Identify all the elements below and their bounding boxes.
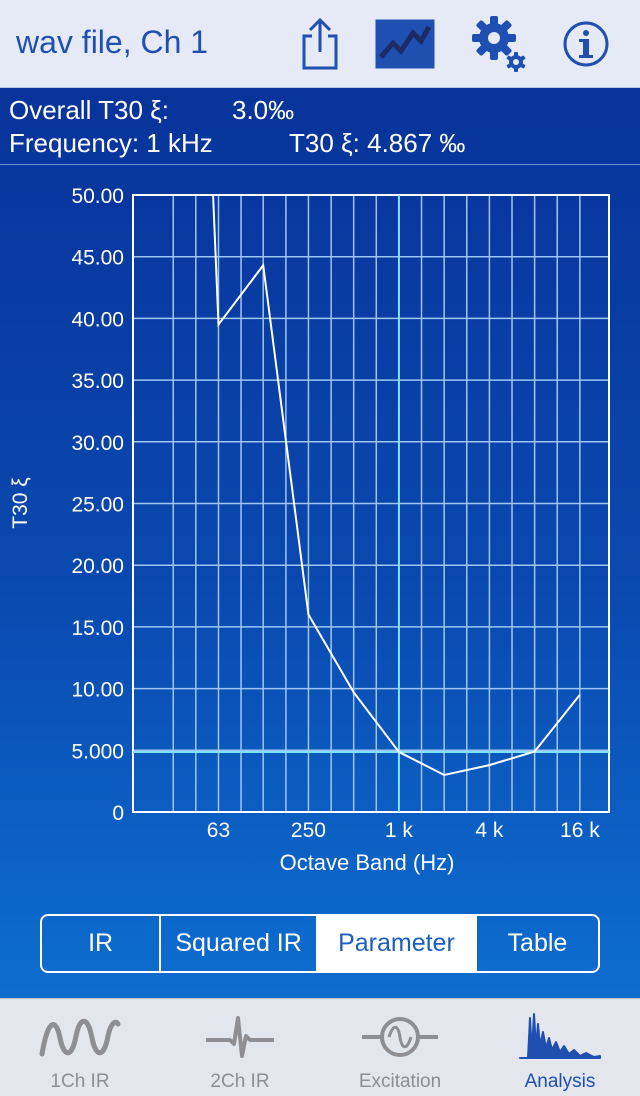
y-tick-label: 30.00 bbox=[71, 432, 124, 455]
overall-t30-label: Overall T30 ξ: bbox=[9, 95, 169, 125]
y-tick-label: 5.000 bbox=[71, 740, 124, 763]
tab-excitation[interactable]: Excitation bbox=[320, 999, 480, 1096]
x-tick-label: 63 bbox=[207, 819, 230, 842]
tab-analysis[interactable]: Analysis bbox=[480, 999, 640, 1096]
pulse-icon bbox=[206, 1016, 274, 1058]
segment-table[interactable]: Table bbox=[507, 929, 568, 957]
tab-1ch-ir[interactable]: 1Ch IR bbox=[0, 999, 160, 1096]
overall-t30-value: 3.0‰ bbox=[232, 95, 295, 125]
graph-view-icon bbox=[375, 19, 435, 69]
y-tick-label: 35.00 bbox=[71, 370, 124, 393]
settings-button[interactable] bbox=[470, 14, 530, 74]
y-tick-label: 15.00 bbox=[71, 617, 124, 640]
wave-icon bbox=[39, 1018, 121, 1057]
series-line bbox=[212, 194, 581, 777]
analysis-panel: Overall T30 ξ: 3.0‰ Frequency: 1 kHz T30… bbox=[0, 88, 640, 998]
y-tick-label: 50.00 bbox=[71, 185, 124, 208]
sine-generator-icon bbox=[362, 1017, 438, 1057]
y-tick-label: 25.00 bbox=[71, 494, 124, 517]
info-icon bbox=[563, 21, 609, 67]
y-tick-label: 40.00 bbox=[71, 308, 124, 331]
segment-ir[interactable]: IR bbox=[42, 916, 162, 971]
segment-parameter[interactable]: Parameter bbox=[318, 916, 477, 971]
segment-squared-ir[interactable]: Squared IR bbox=[161, 916, 319, 971]
tab-label: Analysis bbox=[524, 1071, 596, 1092]
graph-view-button[interactable] bbox=[375, 14, 435, 74]
t30-readout: T30 ξ: 4.867 ‰ bbox=[289, 128, 466, 158]
plot-area-frame bbox=[132, 194, 610, 813]
parameter-summary: Overall T30 ξ: 3.0‰ Frequency: 1 kHz T30… bbox=[0, 88, 640, 165]
x-tick-label: 16 k bbox=[560, 819, 600, 842]
decay-analysis-icon bbox=[519, 1013, 601, 1059]
x-tick-label: 250 bbox=[291, 819, 326, 842]
info-button[interactable] bbox=[556, 14, 616, 74]
share-button[interactable] bbox=[290, 14, 350, 74]
t30-chart[interactable]: 50.00 45.00 40.00 35.00 30.00 25.00 20.00 15.00… bbox=[0, 165, 640, 975]
x-axis-label: Octave Band (Hz) bbox=[280, 850, 455, 875]
tab-label: 1Ch IR bbox=[50, 1071, 110, 1092]
y-tick-label: 45.00 bbox=[71, 247, 124, 270]
share-icon bbox=[302, 17, 338, 70]
settings-gear-icon bbox=[472, 16, 526, 72]
y-tick-label: 20.00 bbox=[71, 555, 124, 578]
view-mode-segmented-control: IR Squared IR Parameter Table bbox=[40, 914, 600, 973]
x-tick-label: 4 k bbox=[475, 819, 504, 842]
navigation-bar: wav file, Ch 1 bbox=[0, 0, 640, 88]
tab-2ch-ir[interactable]: 2Ch IR bbox=[160, 999, 320, 1096]
frequency-readout: Frequency: 1 kHz bbox=[9, 128, 213, 158]
y-axis-label: T30 ξ bbox=[9, 477, 32, 528]
y-tick-label: 10.00 bbox=[71, 679, 124, 702]
y-tick-label: 0 bbox=[112, 802, 124, 825]
x-tick-label: 1 k bbox=[385, 819, 414, 842]
tab-label: Excitation bbox=[358, 1071, 442, 1092]
tab-label: 2Ch IR bbox=[210, 1071, 270, 1092]
tab-bar: 1Ch IR 2Ch IR Excitation Analysis bbox=[0, 998, 640, 1096]
file-title: wav file, Ch 1 bbox=[16, 24, 209, 60]
